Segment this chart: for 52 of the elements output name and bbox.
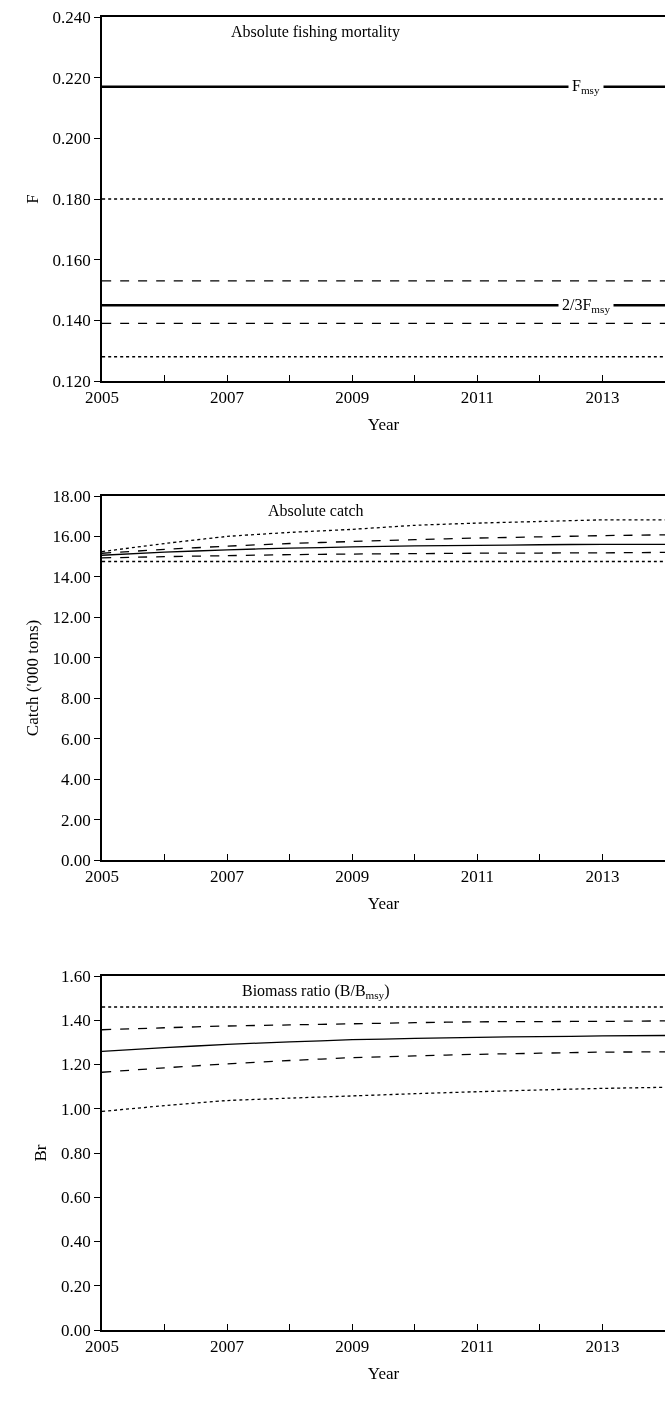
x-tick-label: 2007 xyxy=(210,388,245,408)
y-tick-label: 8.00 xyxy=(61,689,91,709)
x-tick-label: 2013 xyxy=(585,1337,620,1357)
y-axis-title: Br xyxy=(31,1144,51,1162)
y-tick-label: 1.20 xyxy=(61,1055,91,1075)
x-tick-label: 2007 xyxy=(210,867,245,887)
y-tick-label: 0.00 xyxy=(61,850,91,870)
y-tick-label: 14.00 xyxy=(52,567,91,587)
x-tick-label: 2011 xyxy=(460,1337,495,1357)
x-tick-label: 2009 xyxy=(335,388,370,408)
y-tick-label: 0.80 xyxy=(61,1143,91,1163)
x-tick-label: 2005 xyxy=(85,388,119,408)
y-axis-title: Catch ('000 tons) xyxy=(22,619,42,737)
y-tick-label: 0.160 xyxy=(52,250,91,270)
ref-line-label: 2/3F$_{msy}$ xyxy=(562,296,611,316)
y-tick-label: 4.00 xyxy=(61,770,91,790)
x-axis-title: Year xyxy=(367,1364,400,1384)
x-axis-title: Year xyxy=(367,894,400,914)
x-tick-label: 2007 xyxy=(210,1337,245,1357)
x-tick-label: 2013 xyxy=(585,388,620,408)
y-tick-label: 0.60 xyxy=(61,1188,91,1208)
x-tick-label: 2013 xyxy=(585,867,620,887)
y-tick-label: 0.120 xyxy=(52,371,91,391)
y-axis-title: F xyxy=(22,194,42,204)
ref-line-label: F$_{msy}$ xyxy=(572,77,600,97)
x-tick-label: 2009 xyxy=(335,867,370,887)
y-tick-label: 16.00 xyxy=(52,527,91,547)
y-tick-label: 1.40 xyxy=(61,1011,91,1031)
y-tick-label: 0.220 xyxy=(52,68,91,88)
chart-title: Absolute catch xyxy=(268,502,364,519)
x-tick-label: 2005 xyxy=(85,1337,119,1357)
x-tick-label: 2011 xyxy=(460,388,495,408)
y-tick-label: 0.00 xyxy=(61,1320,91,1340)
y-tick-label: 18.00 xyxy=(52,486,91,506)
y-tick-label: 0.200 xyxy=(52,129,91,149)
y-tick-label: 10.00 xyxy=(52,648,91,668)
chart-title: Absolute fishing mortality xyxy=(231,23,400,41)
y-tick-label: 6.00 xyxy=(61,729,91,749)
chart-title: Biomass ratio (B/B$_{msy}$) xyxy=(242,982,390,1002)
y-tick-label: 0.240 xyxy=(52,7,91,27)
x-tick-label: 2005 xyxy=(85,867,119,887)
y-tick-label: 1.60 xyxy=(61,966,91,986)
x-tick-label: 2011 xyxy=(460,867,495,887)
x-tick-label: 2009 xyxy=(335,1337,370,1357)
y-tick-label: 0.40 xyxy=(61,1232,91,1252)
x-axis-title: Year xyxy=(367,415,400,435)
y-tick-label: 1.00 xyxy=(61,1099,91,1119)
y-tick-label: 0.140 xyxy=(52,311,91,331)
y-tick-label: 0.20 xyxy=(61,1276,91,1296)
y-tick-label: 0.180 xyxy=(52,189,91,209)
y-tick-label: 12.00 xyxy=(52,608,91,628)
y-tick-label: 2.00 xyxy=(61,810,91,830)
